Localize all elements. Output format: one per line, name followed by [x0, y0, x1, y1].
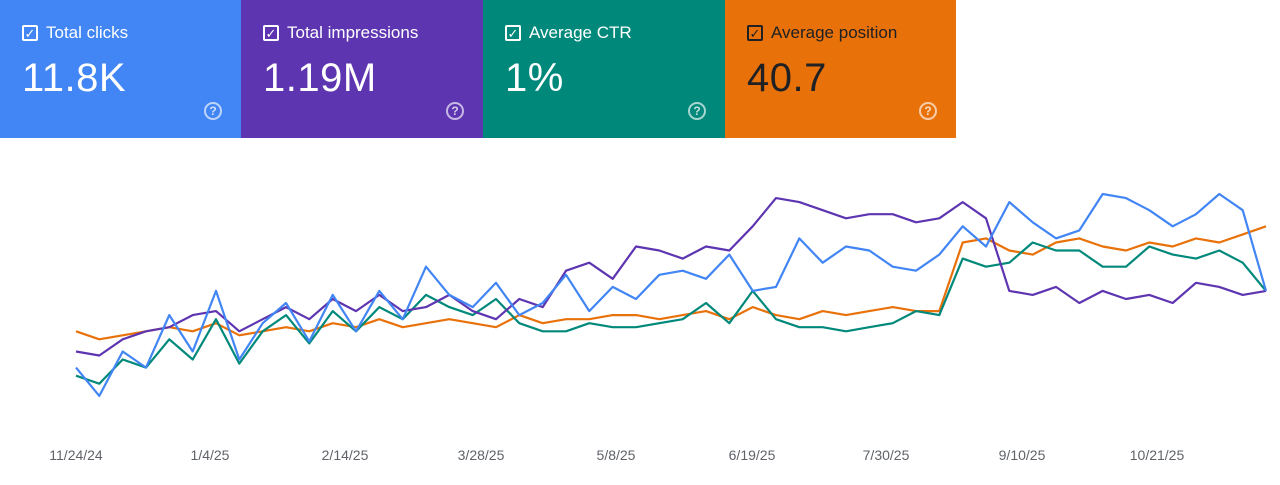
- performance-line-chart[interactable]: 11/24/24 1/4/25 2/14/25 3/28/25 5/8/25 6/19/2…: [0, 150, 1280, 485]
- check-box-icon[interactable]: ✓: [22, 25, 38, 41]
- check-box-icon[interactable]: ✓: [505, 25, 521, 41]
- metric-label: Total impressions: [287, 23, 419, 42]
- x-tick-label: 9/10/25: [999, 447, 1046, 463]
- series-layer: [75, 192, 1268, 397]
- metric-card-total-clicks[interactable]: ✓ Total clicks 11.8K ?: [0, 0, 241, 138]
- metric-card-average-position[interactable]: ✓ Average position 40.7 ?: [725, 0, 956, 138]
- metric-card-total-impressions[interactable]: ✓ Total impressions 1.19M ?: [241, 0, 483, 138]
- series-line-total-clicks: [75, 192, 1268, 397]
- metric-value: 1.19M: [263, 56, 377, 100]
- metric-value: 40.7: [747, 56, 827, 100]
- help-circle-icon[interactable]: ?: [446, 102, 464, 120]
- x-tick-label: 7/30/25: [863, 447, 910, 463]
- check-box-icon[interactable]: ✓: [747, 25, 763, 41]
- help-circle-icon[interactable]: ?: [919, 102, 937, 120]
- x-tick-label: 1/4/25: [191, 447, 230, 463]
- x-tick-label: 2/14/25: [322, 447, 369, 463]
- metric-cards: ✓ Total clicks 11.8K ? ✓ Total impressio…: [0, 0, 956, 138]
- x-tick-label: 10/21/25: [1130, 447, 1185, 463]
- check-box-icon[interactable]: ✓: [263, 25, 279, 41]
- x-axis-ticks: 11/24/24 1/4/25 2/14/25 3/28/25 5/8/25 6/19/2…: [49, 447, 1184, 463]
- metric-label: Average CTR: [529, 23, 632, 42]
- x-tick-label: 5/8/25: [597, 447, 636, 463]
- metric-value: 11.8K: [22, 56, 127, 100]
- metric-card-header: ✓ Average position: [747, 22, 956, 44]
- metric-value: 1%: [505, 56, 564, 100]
- x-tick-label: 6/19/25: [729, 447, 776, 463]
- metric-card-average-ctr[interactable]: ✓ Average CTR 1% ?: [483, 0, 725, 138]
- metric-card-header: ✓ Total impressions: [263, 22, 483, 44]
- series-line-average-position: [75, 225, 1267, 341]
- metric-label: Average position: [771, 23, 898, 42]
- x-tick-label: 3/28/25: [458, 447, 505, 463]
- help-circle-icon[interactable]: ?: [204, 102, 222, 120]
- metric-label: Total clicks: [46, 23, 129, 42]
- x-tick-label: 11/24/24: [49, 447, 103, 463]
- metric-card-header: ✓ Total clicks: [22, 22, 241, 44]
- help-circle-icon[interactable]: ?: [688, 102, 706, 120]
- metric-card-header: ✓ Average CTR: [505, 22, 725, 44]
- series-line-average-ctr: [75, 241, 1267, 385]
